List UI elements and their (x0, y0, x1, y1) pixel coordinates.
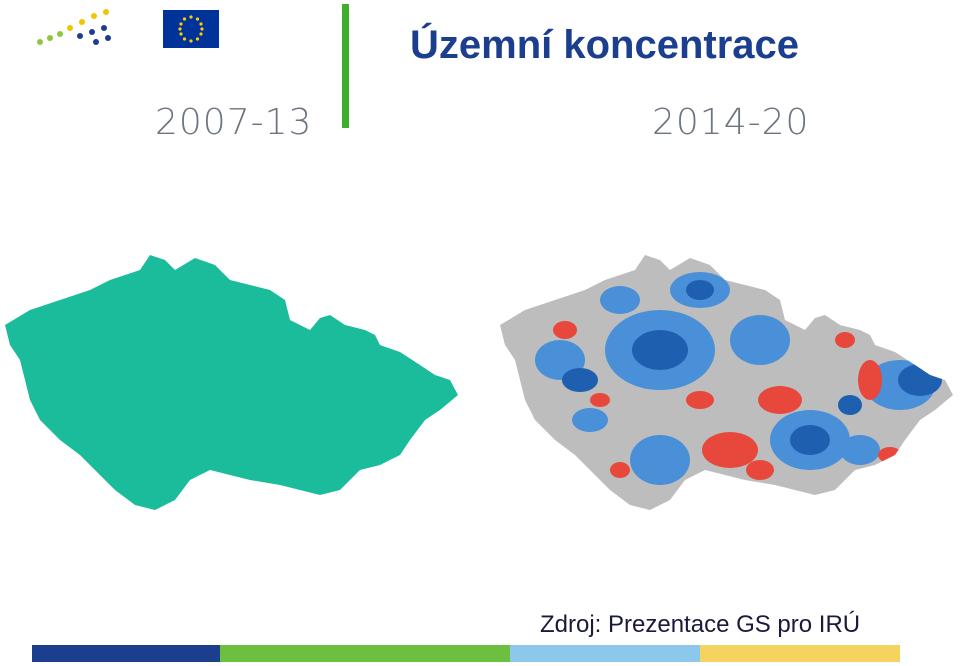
footer-bar (32, 645, 900, 662)
source: Zdroj: Prezentace GS pro IRÚ (540, 611, 860, 638)
map-2007-13 (5, 255, 458, 510)
divider (342, 4, 349, 128)
map-2014-20 (500, 255, 953, 510)
program-logo (37, 9, 111, 45)
title: Územní koncentrace (410, 21, 799, 67)
eu-flag (163, 10, 219, 48)
period-label: 2014-20 (652, 102, 809, 143)
period-label: 2007-13 (155, 102, 312, 143)
